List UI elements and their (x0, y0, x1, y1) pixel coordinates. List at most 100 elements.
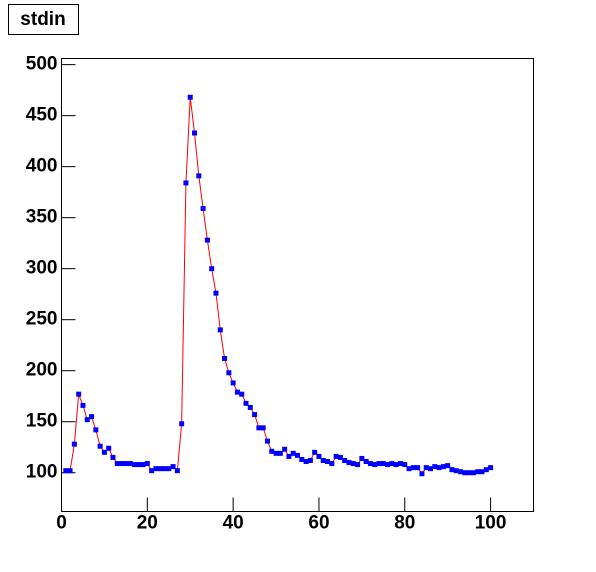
data-point (247, 404, 253, 410)
data-point (440, 464, 446, 470)
data-point (97, 443, 103, 449)
y-tick-label: 500 (26, 54, 58, 75)
data-point (127, 461, 133, 467)
data-point (307, 457, 313, 463)
y-tick-label: 200 (26, 360, 58, 381)
data-point (123, 461, 129, 467)
data-point (256, 425, 262, 431)
data-point (470, 470, 476, 476)
data-point (213, 290, 219, 296)
data-point (372, 462, 378, 468)
data-point (243, 400, 249, 406)
data-point (458, 469, 464, 475)
data-point (312, 449, 318, 455)
data-point (110, 454, 116, 460)
data-point (204, 237, 210, 243)
data-point (479, 469, 485, 475)
y-tick-label: 100 (26, 462, 58, 483)
data-point (282, 446, 288, 452)
data-point (183, 180, 189, 186)
data-point (89, 414, 95, 420)
data-point (342, 457, 348, 463)
data-point (196, 173, 202, 179)
data-point (299, 456, 305, 462)
data-point (449, 467, 455, 473)
data-point (445, 463, 451, 469)
data-point (170, 464, 176, 470)
data-point (252, 412, 258, 418)
data-point (337, 454, 343, 460)
data-point (63, 468, 69, 474)
data-point (475, 469, 481, 475)
x-tick-label: 0 (56, 513, 67, 534)
y-tick-label: 350 (26, 207, 58, 228)
data-point (320, 457, 326, 463)
data-point (153, 466, 159, 472)
data-point (239, 391, 245, 397)
data-point (71, 441, 77, 447)
data-point (114, 461, 120, 467)
data-point (166, 466, 172, 472)
data-point (119, 461, 125, 467)
data-point (316, 453, 322, 459)
data-point (355, 462, 361, 468)
data-point (140, 462, 146, 468)
data-point (376, 461, 382, 467)
x-tick-label: 100 (475, 513, 507, 534)
data-point (157, 466, 163, 472)
y-tick-label: 400 (26, 156, 58, 177)
data-point (286, 453, 292, 459)
data-point (93, 427, 99, 433)
data-point (419, 471, 425, 477)
data-point (106, 445, 112, 451)
data-point (406, 466, 412, 472)
data-point (346, 460, 352, 466)
data-point (389, 461, 395, 467)
data-point (209, 266, 215, 272)
data-point (234, 389, 240, 395)
data-point (76, 391, 82, 397)
data-point (303, 459, 309, 465)
data-point (149, 468, 155, 474)
data-point (273, 450, 279, 456)
plot-frame (61, 58, 534, 512)
data-point (67, 468, 73, 474)
data-point (397, 461, 403, 467)
y-tick-label: 300 (26, 258, 58, 279)
data-point (359, 455, 365, 461)
y-tick-label: 150 (26, 411, 58, 432)
data-point (161, 466, 167, 472)
data-point (423, 465, 429, 471)
title-box (8, 4, 79, 35)
data-point (84, 417, 90, 423)
data-point (101, 449, 107, 455)
data-point (80, 402, 86, 408)
data-point (269, 448, 275, 454)
data-point (436, 465, 442, 471)
data-point (226, 370, 232, 376)
x-tick-label: 80 (394, 513, 415, 534)
data-point (350, 461, 356, 467)
data-point (174, 468, 180, 474)
data-point (410, 465, 416, 471)
data-point (393, 462, 399, 468)
data-point (333, 453, 339, 459)
data-point (230, 380, 236, 386)
data-point (264, 438, 270, 444)
y-tick-label: 450 (26, 105, 58, 126)
data-point (260, 425, 266, 431)
data-point (217, 327, 223, 333)
data-point (200, 205, 206, 211)
data-point (363, 459, 369, 465)
data-point (462, 470, 468, 476)
data-point (483, 467, 489, 473)
data-point (277, 450, 283, 456)
data-point (295, 452, 300, 458)
data-point (187, 94, 193, 100)
data-point (136, 462, 142, 468)
data-point (325, 459, 331, 465)
data-point (329, 461, 335, 467)
data-point (367, 461, 373, 467)
